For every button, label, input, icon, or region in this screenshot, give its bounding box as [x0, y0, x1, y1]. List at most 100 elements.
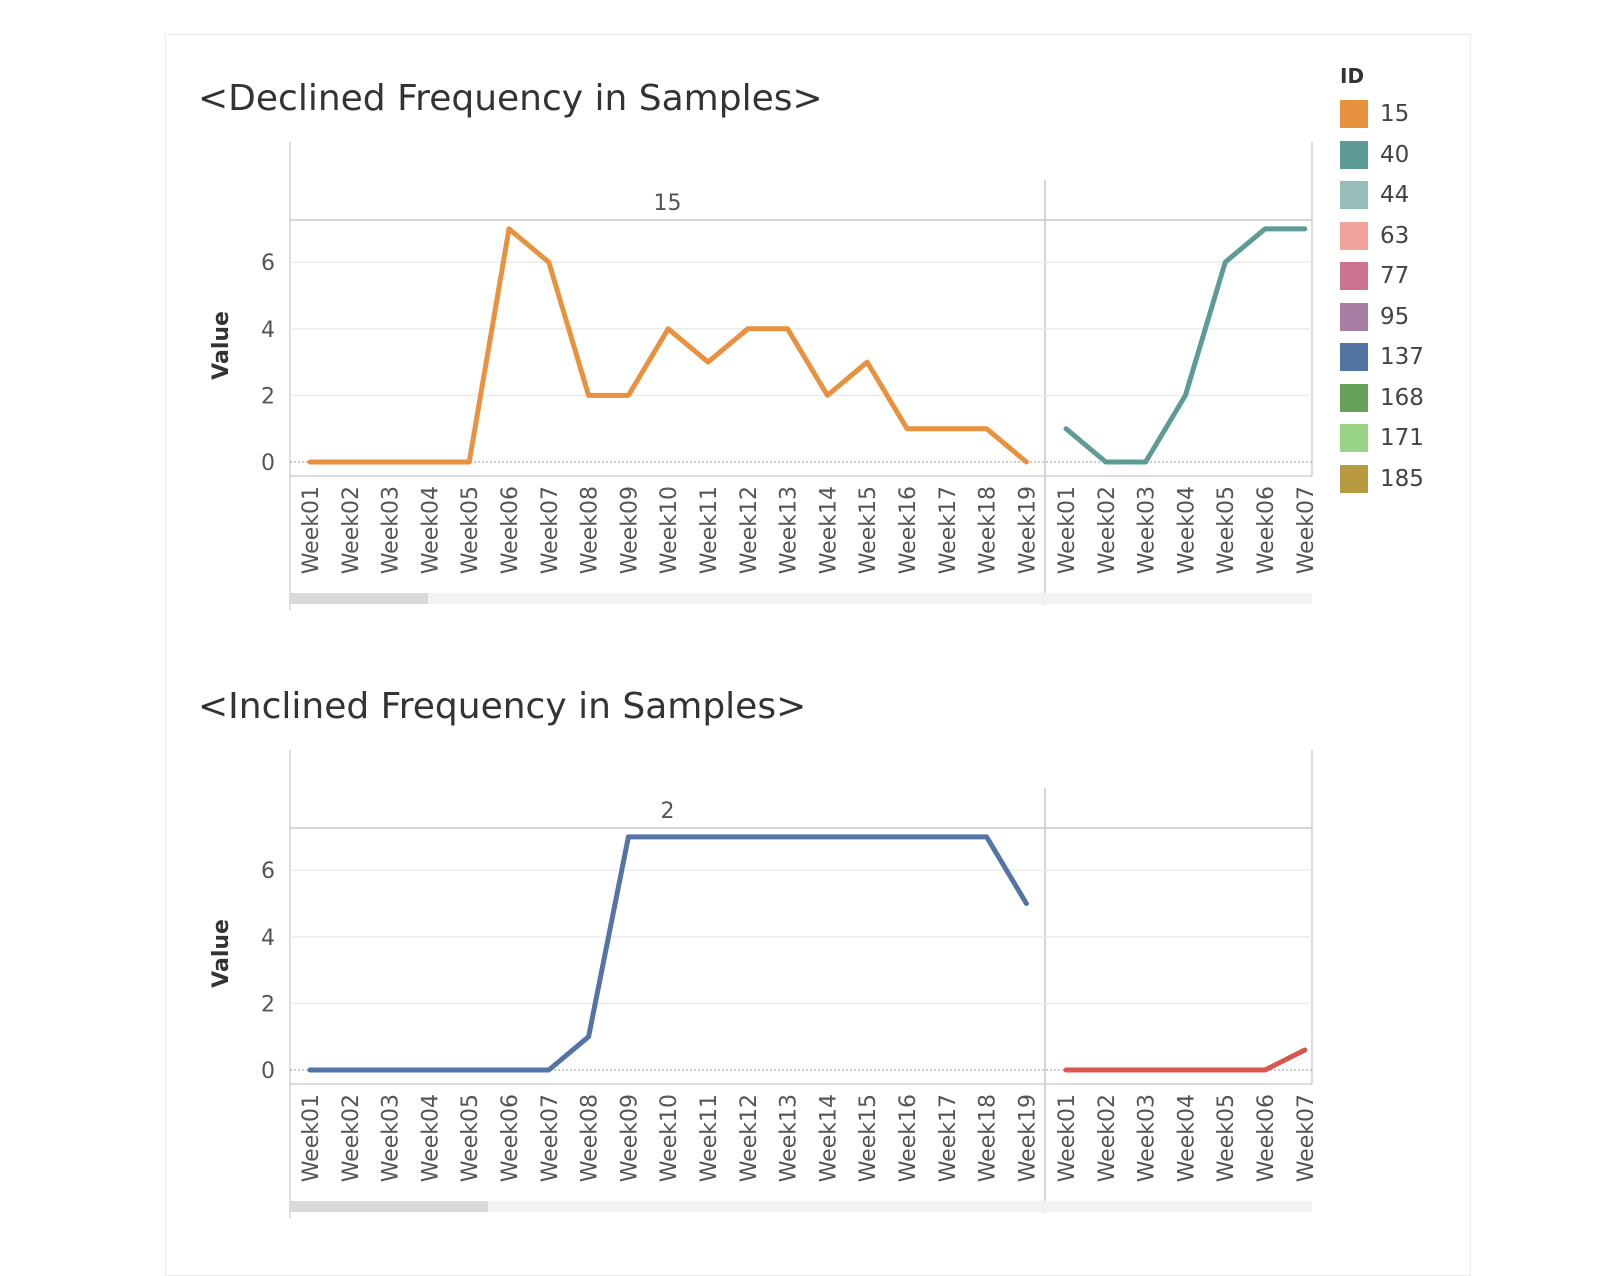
data-point[interactable] [823, 833, 831, 841]
data-point[interactable] [903, 425, 911, 433]
data-point[interactable] [1142, 1066, 1150, 1074]
data-point[interactable] [585, 1033, 593, 1041]
data-point[interactable] [704, 833, 712, 841]
data-point[interactable] [386, 1066, 394, 1074]
legend-label: 40 [1380, 141, 1410, 168]
scrollbar-thumb[interactable] [290, 1201, 488, 1212]
x-tick-label: Week01 [1055, 486, 1080, 574]
series-line-right-panel[interactable] [1063, 1047, 1308, 1073]
legend-label: 63 [1380, 222, 1410, 249]
legend-item[interactable]: 44 [1340, 175, 1424, 216]
data-point[interactable] [983, 425, 991, 433]
series-line-left-panel[interactable] [307, 226, 1029, 465]
data-point[interactable] [1062, 1066, 1070, 1074]
legend-label: 95 [1380, 303, 1410, 330]
data-point[interactable] [1102, 458, 1110, 466]
legend-item[interactable]: 40 [1340, 135, 1424, 176]
legend-item[interactable]: 15 [1340, 94, 1424, 135]
y-tick-label: 0 [261, 1059, 275, 1084]
x-tick-label: Week09 [617, 486, 642, 574]
x-tick-label: Week07 [538, 1094, 563, 1182]
data-point[interactable] [1062, 425, 1070, 433]
data-point[interactable] [346, 1066, 354, 1074]
data-point[interactable] [1142, 458, 1150, 466]
data-point[interactable] [505, 225, 513, 233]
x-tick-label: Week06 [498, 1094, 523, 1182]
y-tick-label: 6 [261, 251, 275, 276]
data-point[interactable] [545, 1066, 553, 1074]
data-point[interactable] [943, 425, 951, 433]
data-point[interactable] [386, 458, 394, 466]
data-point[interactable] [1221, 1066, 1229, 1074]
data-point[interactable] [465, 1066, 473, 1074]
series-line-left-panel[interactable] [307, 834, 1029, 1073]
data-point[interactable] [784, 833, 792, 841]
data-point[interactable] [1261, 225, 1269, 233]
x-tick-label: Week05 [458, 486, 483, 574]
data-point[interactable] [744, 833, 752, 841]
data-point[interactable] [1181, 391, 1189, 399]
data-point[interactable] [306, 1066, 314, 1074]
legend-swatch [1340, 181, 1368, 210]
x-tick-label: Week14 [816, 486, 841, 574]
data-point[interactable] [664, 833, 672, 841]
data-point[interactable] [624, 391, 632, 399]
x-tick-label: Week14 [816, 1094, 841, 1182]
data-point[interactable] [425, 1066, 433, 1074]
x-tick-label: Week06 [1254, 1094, 1279, 1182]
legend-item[interactable]: 77 [1340, 256, 1424, 297]
data-point[interactable] [425, 458, 433, 466]
data-point[interactable] [1022, 900, 1030, 908]
scrollbar-track[interactable] [290, 1201, 1312, 1212]
x-tick-label: Week10 [657, 1094, 682, 1182]
legend-item[interactable]: 137 [1340, 337, 1424, 378]
x-tick-label: Week01 [299, 486, 324, 574]
x-tick-label: Week15 [856, 486, 881, 574]
legend-title: ID [1340, 64, 1365, 88]
data-point[interactable] [505, 1066, 513, 1074]
data-point[interactable] [624, 833, 632, 841]
x-tick-label: Week08 [578, 486, 603, 574]
data-point[interactable] [465, 458, 473, 466]
legend-item[interactable]: 171 [1340, 418, 1424, 459]
data-point[interactable] [784, 325, 792, 333]
legend-item[interactable]: 185 [1340, 459, 1424, 500]
legend-item[interactable]: 168 [1340, 378, 1424, 419]
x-tick-label: Week09 [617, 1094, 642, 1182]
data-point[interactable] [983, 833, 991, 841]
legend-item[interactable]: 63 [1340, 216, 1424, 257]
data-point[interactable] [704, 358, 712, 366]
data-point[interactable] [1261, 1066, 1269, 1074]
data-point[interactable] [943, 833, 951, 841]
legend-item[interactable]: 95 [1340, 297, 1424, 338]
scrollbar-track[interactable] [290, 593, 1312, 604]
legend-swatch [1340, 383, 1368, 412]
data-point[interactable] [346, 458, 354, 466]
x-tick-label: Week12 [737, 486, 762, 574]
data-point[interactable] [1221, 258, 1229, 266]
legend-swatch [1340, 100, 1368, 129]
scrollbar-thumb[interactable] [290, 593, 428, 604]
legend-swatch [1340, 424, 1368, 453]
data-point[interactable] [1102, 1066, 1110, 1074]
data-point[interactable] [1301, 1046, 1309, 1054]
data-point[interactable] [744, 325, 752, 333]
data-point[interactable] [1022, 458, 1030, 466]
declined-frequency-chart[interactable]: 0 2 4 6 Value 15 Week01 Week02 Week03 Week04 Week0… [0, 130, 1340, 630]
series-line-right-panel[interactable] [1063, 226, 1308, 465]
data-point[interactable] [545, 258, 553, 266]
data-point[interactable] [306, 458, 314, 466]
data-point[interactable] [903, 833, 911, 841]
data-point[interactable] [585, 391, 593, 399]
legend-label: 137 [1380, 344, 1424, 371]
data-point[interactable] [1301, 225, 1309, 233]
data-point[interactable] [823, 391, 831, 399]
data-point[interactable] [1181, 1066, 1189, 1074]
x-tick-label: Week02 [1095, 1094, 1120, 1182]
data-point[interactable] [863, 358, 871, 366]
inclined-frequency-chart[interactable]: 0 2 4 6 Value 2 Week01 Week02 Week03 Week04 Week05… [0, 738, 1340, 1238]
x-tick-label: Week15 [856, 1094, 881, 1182]
legend-label: 185 [1380, 465, 1424, 492]
data-point[interactable] [664, 325, 672, 333]
data-point[interactable] [863, 833, 871, 841]
